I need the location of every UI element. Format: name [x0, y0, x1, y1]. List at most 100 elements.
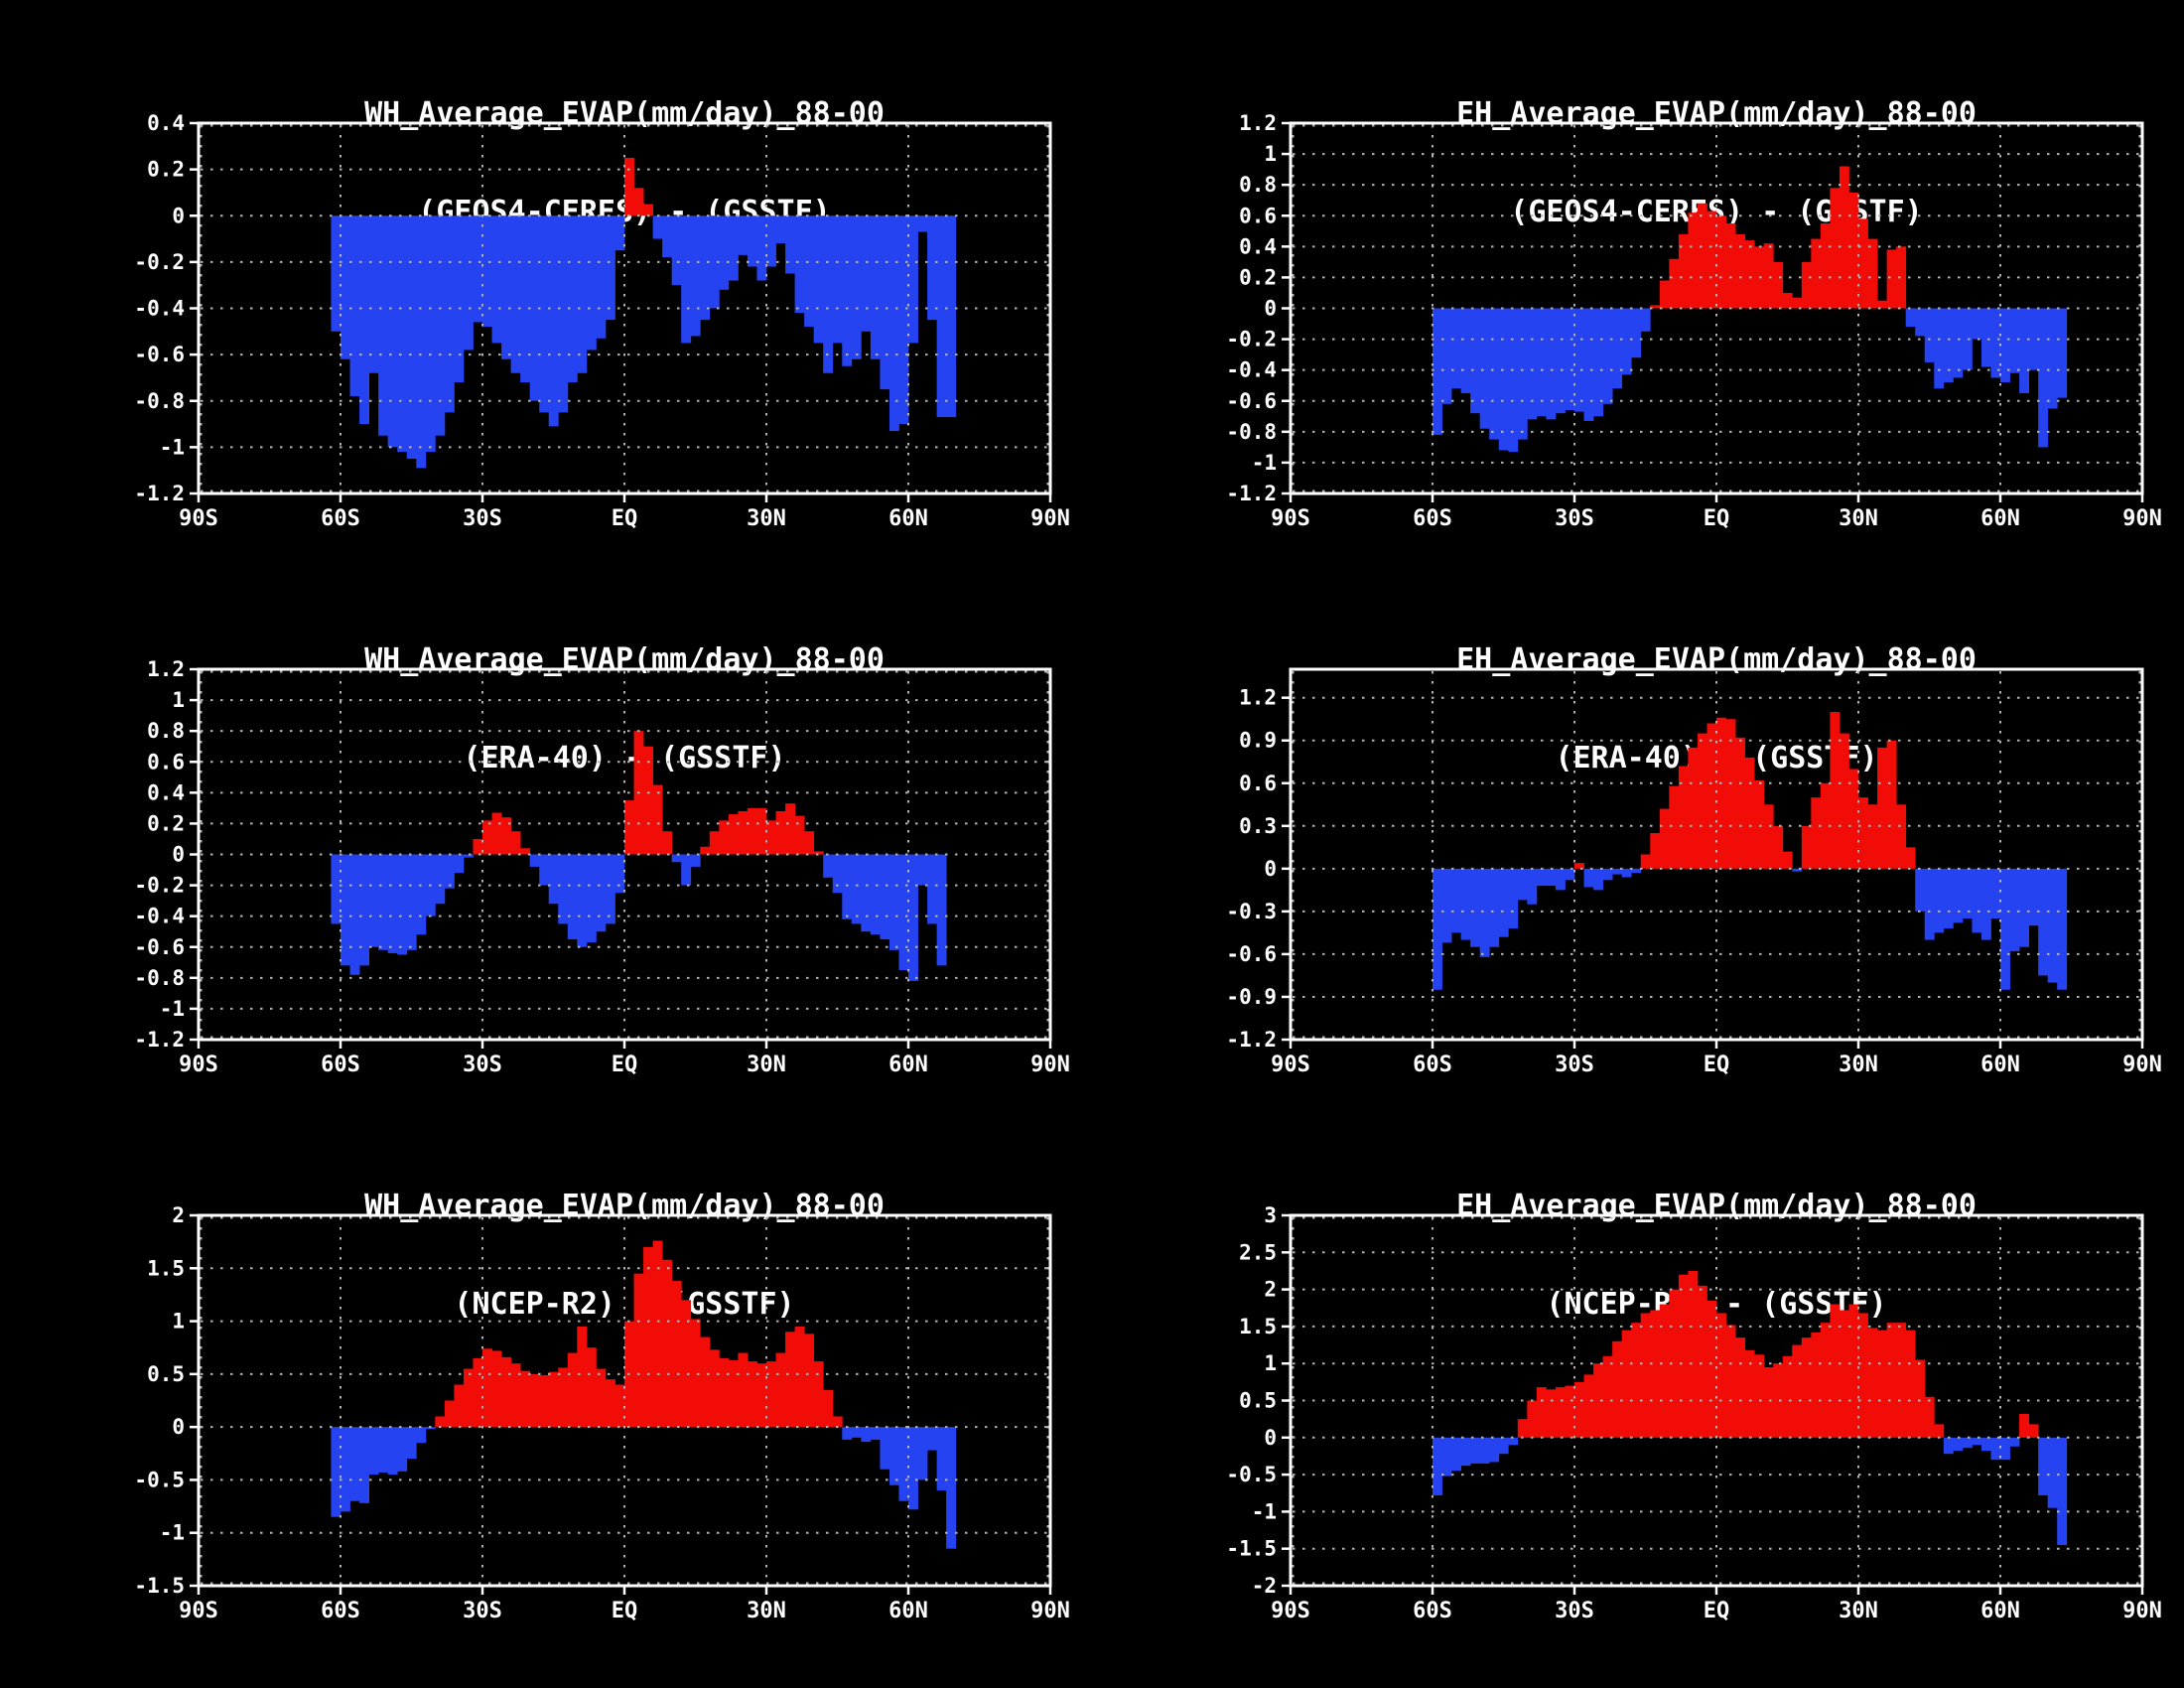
chart-title-line2: (ERA-40) - (GSSTF) — [463, 741, 786, 775]
svg-text:-1.2: -1.2 — [1226, 482, 1277, 505]
svg-text:-1.2: -1.2 — [134, 1028, 185, 1052]
chart-plot: 90S 60S 30S EQ 30N 60N 90N 1.2 1 0.8 0.6 0.4 0.2 0 -0.… — [1226, 111, 2161, 531]
chart-plot: 90S 60S 30S EQ 30N 60N 90N 1.2 1 0.8 0.6 0.4 0.2 0 -0.… — [134, 657, 1069, 1077]
axis-ticks — [190, 667, 1052, 1049]
svg-text:-0.6: -0.6 — [134, 343, 185, 366]
svg-text:0.4: 0.4 — [1239, 234, 1277, 258]
axis-ticks — [1282, 696, 2144, 1049]
svg-text:60S: 60S — [321, 506, 360, 531]
svg-text:EQ: EQ — [612, 1053, 638, 1077]
svg-text:30N: 30N — [747, 1053, 786, 1077]
svg-text:0.8: 0.8 — [1239, 173, 1277, 197]
svg-text:EQ: EQ — [612, 506, 638, 531]
axis-tick-labels: 90S 60S 30S EQ 30N 60N 90N 3 2.5 2 1.5 1 0.5 0 -0.5 -1 -… — [1226, 1203, 2161, 1623]
bars — [331, 1240, 957, 1549]
svg-text:60N: 60N — [1980, 1053, 2020, 1077]
svg-text:EQ: EQ — [612, 1599, 638, 1623]
svg-text:60S: 60S — [1413, 1599, 1452, 1623]
axis-tick-labels: 90S 60S 30S EQ 30N 60N 90N 0.4 0.2 0 -0.2 -0.4 -0.6 -… — [134, 111, 1069, 531]
svg-text:90S: 90S — [179, 1599, 218, 1623]
panel-wh-geos4-ceres: WH_Average_EVAP(mm/day)_88-00 (GEOS4-CER… — [134, 97, 1069, 531]
svg-text:90S: 90S — [179, 506, 218, 531]
svg-text:2: 2 — [172, 1203, 185, 1227]
gridlines — [1292, 124, 2141, 492]
panel-wh-era40: WH_Average_EVAP(mm/day)_88-00 (ERA-40) -… — [134, 643, 1069, 1077]
svg-text:EQ: EQ — [1704, 1053, 1730, 1077]
svg-text:-0.2: -0.2 — [134, 250, 185, 274]
svg-text:-0.8: -0.8 — [134, 389, 185, 413]
gridlines — [200, 670, 1049, 1039]
svg-text:1.5: 1.5 — [147, 1256, 185, 1280]
bars — [331, 157, 957, 469]
svg-text:-1.2: -1.2 — [134, 482, 185, 505]
svg-text:30N: 30N — [1839, 1599, 1878, 1623]
svg-text:1: 1 — [1264, 1351, 1277, 1375]
axis-tick-labels: 90S 60S 30S EQ 30N 60N 90N 1.2 1 0.8 0.6 0.4 0.2 0 -0.… — [1226, 111, 2161, 531]
svg-text:0.8: 0.8 — [147, 719, 185, 743]
axis-ticks — [1282, 121, 2144, 502]
svg-text:0.6: 0.6 — [1239, 772, 1277, 795]
panel-wh-ncep-r2: WH_Average_EVAP(mm/day)_88-00 (NCEP-R2) … — [134, 1190, 1069, 1623]
svg-text:30N: 30N — [1839, 506, 1878, 531]
svg-text:0.2: 0.2 — [1239, 265, 1277, 289]
svg-text:60N: 60N — [888, 506, 928, 531]
svg-text:-0.8: -0.8 — [134, 966, 185, 990]
svg-text:0.3: 0.3 — [1239, 814, 1277, 838]
svg-text:-0.5: -0.5 — [134, 1468, 185, 1491]
svg-text:60S: 60S — [1413, 506, 1452, 531]
svg-text:-1.2: -1.2 — [1226, 1028, 1277, 1052]
svg-text:90N: 90N — [2122, 1053, 2162, 1077]
svg-text:0: 0 — [1264, 1426, 1277, 1450]
svg-text:90N: 90N — [1030, 506, 1070, 531]
svg-text:-0.4: -0.4 — [134, 905, 185, 928]
svg-text:-0.3: -0.3 — [1226, 900, 1277, 923]
svg-text:90S: 90S — [1271, 1053, 1310, 1077]
svg-text:EQ: EQ — [1704, 506, 1730, 531]
svg-text:-0.2: -0.2 — [134, 874, 185, 898]
gridlines — [200, 1216, 1049, 1585]
chart-plot: 90S 60S 30S EQ 30N 60N 90N 0.4 0.2 0 -0.2 -0.4 -0.6 -… — [134, 111, 1069, 531]
svg-text:30S: 30S — [463, 1599, 502, 1623]
axis-tick-labels: 90S 60S 30S EQ 30N 60N 90N 1.2 0.9 0.6 0.3 0 -0.3 -0.… — [1226, 686, 2161, 1077]
svg-text:1.2: 1.2 — [1239, 686, 1277, 710]
svg-text:60S: 60S — [321, 1599, 360, 1623]
svg-text:30N: 30N — [1839, 1053, 1878, 1077]
svg-text:-1: -1 — [160, 997, 185, 1021]
axis-tick-labels: 90S 60S 30S EQ 30N 60N 90N 2 1.5 1 0.5 0 -0.5 -1 -1.5 — [134, 1203, 1069, 1623]
svg-text:-1: -1 — [1252, 1499, 1277, 1523]
svg-text:30S: 30S — [1555, 1599, 1594, 1623]
svg-text:90S: 90S — [1271, 1599, 1310, 1623]
svg-text:60N: 60N — [888, 1599, 928, 1623]
bars — [331, 731, 947, 981]
svg-text:-0.6: -0.6 — [134, 935, 185, 959]
axis-ticks — [190, 121, 1052, 502]
svg-text:60N: 60N — [1980, 1599, 2020, 1623]
svg-text:90S: 90S — [1271, 506, 1310, 531]
svg-text:90S: 90S — [179, 1053, 218, 1077]
svg-text:1: 1 — [172, 1310, 185, 1334]
bars — [1433, 712, 2068, 990]
svg-text:1.2: 1.2 — [147, 657, 185, 681]
bars — [1433, 1270, 2068, 1545]
svg-text:-0.4: -0.4 — [134, 297, 185, 321]
svg-text:30S: 30S — [463, 506, 502, 531]
svg-text:1.2: 1.2 — [1239, 111, 1277, 135]
svg-text:0.2: 0.2 — [147, 158, 185, 182]
svg-text:0: 0 — [1264, 297, 1277, 321]
svg-text:-1: -1 — [1252, 451, 1277, 475]
svg-text:-0.6: -0.6 — [1226, 942, 1277, 966]
svg-text:90N: 90N — [2122, 506, 2162, 531]
gridlines — [200, 124, 1049, 492]
chart-plot: 90S 60S 30S EQ 30N 60N 90N 1.2 0.9 0.6 0.3 0 -0.3 -0.… — [1226, 667, 2162, 1077]
svg-text:-2: -2 — [1252, 1574, 1277, 1598]
svg-text:0.5: 0.5 — [1239, 1389, 1277, 1413]
svg-text:1: 1 — [1264, 142, 1277, 166]
axis-ticks — [1282, 1213, 2144, 1595]
svg-text:0: 0 — [172, 204, 185, 227]
svg-text:-0.4: -0.4 — [1226, 358, 1277, 382]
svg-text:30S: 30S — [1555, 1053, 1594, 1077]
svg-text:3: 3 — [1264, 1203, 1277, 1227]
svg-text:2.5: 2.5 — [1239, 1240, 1277, 1264]
svg-text:30S: 30S — [1555, 506, 1594, 531]
